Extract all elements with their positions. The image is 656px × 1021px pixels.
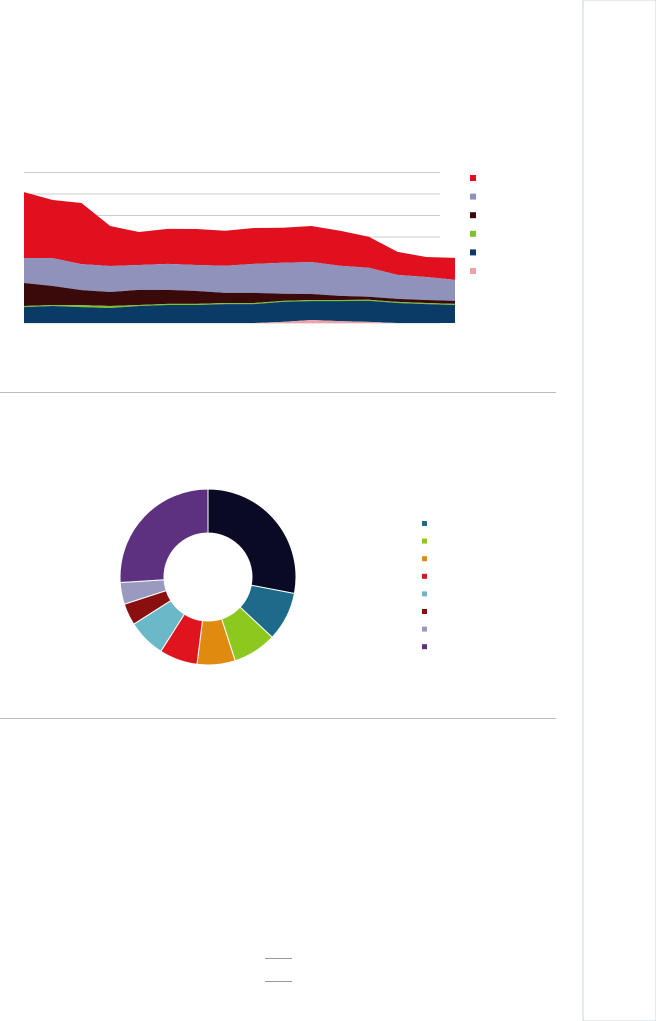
legend-swatch xyxy=(422,591,427,597)
legend-swatch xyxy=(470,230,476,237)
legend-swatch xyxy=(470,249,476,256)
area xyxy=(24,192,455,280)
sidebar xyxy=(582,0,656,1021)
legend-swatch xyxy=(422,644,427,650)
area xyxy=(24,299,455,308)
legend-swatch xyxy=(422,626,427,632)
legend-swatch xyxy=(422,538,427,544)
donut-slice xyxy=(119,488,209,584)
area xyxy=(24,300,455,323)
legend-swatch xyxy=(470,175,476,181)
legend-swatch xyxy=(422,609,427,614)
donut-slice xyxy=(207,488,297,595)
area xyxy=(24,283,455,307)
area xyxy=(24,258,455,301)
legend-swatch xyxy=(470,212,476,219)
legend-swatch xyxy=(470,268,476,274)
legend-swatch xyxy=(422,573,427,579)
legend-swatch xyxy=(422,521,427,526)
legend-swatch xyxy=(422,556,427,562)
legend-swatch xyxy=(470,193,476,200)
area xyxy=(24,319,455,323)
